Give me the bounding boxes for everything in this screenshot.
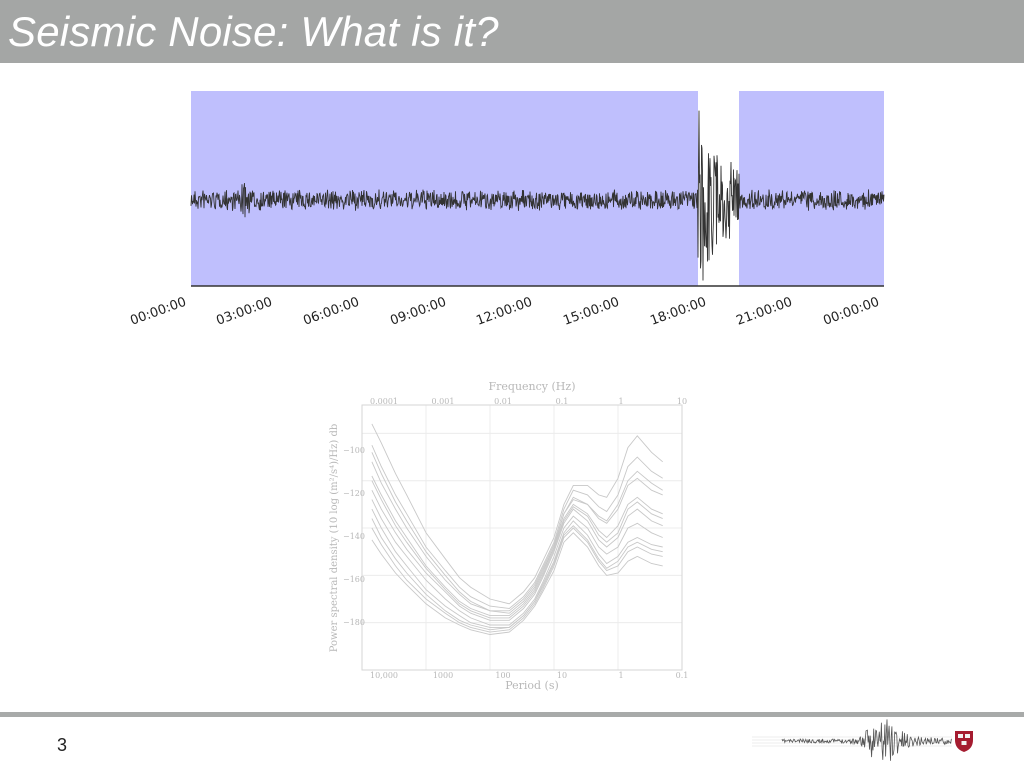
psd-series-5 xyxy=(371,461,663,612)
psd-series-8 xyxy=(371,532,663,635)
psd-top-axis-title: Frequency (Hz) xyxy=(489,380,576,393)
psd-series-0 xyxy=(371,499,663,626)
psd-plot-frame xyxy=(361,404,683,671)
psd-series-4 xyxy=(371,508,663,628)
bottom-tick-label: 10,000 xyxy=(370,671,398,680)
y-tick-label: −140 xyxy=(343,532,365,541)
psd-series-9 xyxy=(371,480,663,619)
bottom-tick-label: 10 xyxy=(557,671,567,680)
psd-left-ticks: −100 −120 −140 −160 −180 xyxy=(343,446,365,627)
psd-series-7 xyxy=(371,423,663,605)
psd-curves xyxy=(371,423,663,635)
psd-chart: Frequency (Hz) Period (s) Power spectral… xyxy=(329,380,688,692)
time-label-6: 18:00:00 xyxy=(648,295,708,329)
top-tick-label: 0.0001 xyxy=(370,397,398,406)
psd-top-ticks: 0.0001 0.001 0.01 0.1 1 10 xyxy=(370,397,687,406)
psd-series-10 xyxy=(371,452,663,614)
top-tick-label: 0.001 xyxy=(432,397,455,406)
bottom-tick-label: 100 xyxy=(495,671,510,680)
psd-series-6 xyxy=(371,489,663,621)
seismogram-shaded-region-right xyxy=(739,91,884,286)
time-label-3: 09:00:00 xyxy=(388,295,448,329)
y-tick-label: −120 xyxy=(343,489,365,498)
time-label-1: 03:00:00 xyxy=(214,295,274,329)
shield-icon xyxy=(955,731,973,752)
y-tick-label: −180 xyxy=(343,618,365,627)
psd-y-axis-title: Power spectral density (10 log (m²/s⁴)/H… xyxy=(329,424,340,653)
psd-bottom-ticks: 10,000 1000 100 10 1 0.1 xyxy=(370,671,688,680)
time-label-5: 15:00:00 xyxy=(561,295,621,329)
top-tick-label: 1 xyxy=(618,397,623,406)
footer-rule xyxy=(0,712,1024,717)
seismogram-shield-logo xyxy=(752,719,973,761)
top-tick-label: 0.01 xyxy=(494,397,512,406)
top-tick-label: 10 xyxy=(677,397,687,406)
psd-x-axis-title: Period (s) xyxy=(505,679,559,692)
time-label-2: 06:00:00 xyxy=(301,295,361,329)
psd-series-2 xyxy=(371,527,663,633)
bottom-tick-label: 1 xyxy=(618,671,623,680)
psd-grid xyxy=(361,405,683,670)
time-label-7: 21:00:00 xyxy=(734,295,794,329)
psd-series-1 xyxy=(371,475,663,617)
bottom-tick-label: 0.1 xyxy=(676,671,689,680)
slide-title: Seismic Noise: What is it? xyxy=(8,8,499,55)
page-number: 3 xyxy=(57,735,68,755)
seismogram-panel: 00:00:00 03:00:00 06:00:00 09:00:00 12:0… xyxy=(128,91,885,329)
y-tick-label: −100 xyxy=(343,446,365,455)
psd-series-3 xyxy=(371,445,663,609)
y-tick-label: −160 xyxy=(343,575,365,584)
logo-waveform xyxy=(781,719,952,761)
time-label-8: 00:00:00 xyxy=(821,295,881,329)
time-axis-labels: 00:00:00 03:00:00 06:00:00 09:00:00 12:0… xyxy=(128,295,881,329)
time-label-0: 00:00:00 xyxy=(128,295,188,329)
psd-series-11 xyxy=(371,518,663,631)
seismogram-shaded-region-left xyxy=(191,91,698,286)
bottom-tick-label: 1000 xyxy=(433,671,453,680)
title-bar: Seismic Noise: What is it? xyxy=(0,0,1024,63)
seismogram-trace xyxy=(190,110,885,281)
time-label-4: 12:00:00 xyxy=(474,295,534,329)
top-tick-label: 0.1 xyxy=(556,397,569,406)
